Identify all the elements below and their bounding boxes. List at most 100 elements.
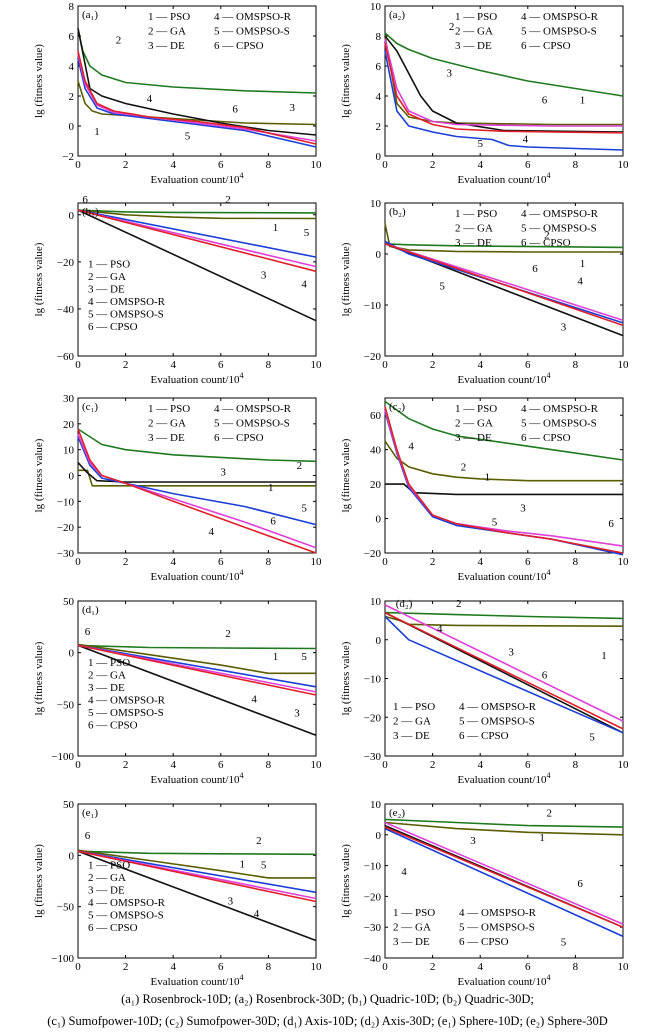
c2-curve-label: 4 (408, 441, 414, 453)
c1-xtick-label: 4 (170, 556, 176, 568)
d2-curve-label: 5 (589, 732, 595, 744)
e2-series-omspso-r (384, 826, 624, 928)
b1-ytick-label: −20 (57, 257, 75, 269)
c1-xtick-label: 8 (266, 556, 272, 568)
b2-panel-tag: (b₂) (389, 206, 406, 218)
d1-series-ga (77, 644, 317, 650)
c1-curve-label: 3 (220, 467, 226, 479)
b1-curve-label: 3 (261, 269, 267, 281)
a2-legend-de: 3 — DE (455, 40, 492, 52)
d1-panel-tag: (d₁) (82, 604, 99, 616)
c2-xtick-label: 2 (430, 556, 436, 568)
c2-panel-tag: (c₂) (389, 401, 405, 413)
d2-series-omspso-s (384, 615, 624, 734)
a1-curve-label: 5 (185, 131, 191, 143)
a1-legend-omspso-r: 4 — OMSPSO-R (214, 11, 292, 23)
c1-legend-cpso: 6 — CPSO (214, 432, 264, 444)
e2-xtick-label: 0 (382, 961, 388, 973)
c1-legend-de: 3 — DE (148, 432, 185, 444)
e2-ytick-label: 0 (376, 830, 382, 842)
b1-y-axis-label: lg (fitness value) (33, 242, 45, 316)
b1-curve-label: 4 (301, 279, 307, 291)
c1-xtick-label: 0 (75, 556, 81, 568)
c2-xtick-label: 4 (477, 556, 483, 568)
a1-curve-label: 4 (147, 93, 153, 105)
d2-legend-cpso: 6 — CPSO (459, 730, 509, 742)
d2-xtick-label: 2 (430, 759, 436, 771)
d2-legend-de: 3 — DE (393, 730, 430, 742)
d1-xtick-label: 6 (218, 759, 224, 771)
d2-legend-omspso-s: 5 — OMSPSO-S (459, 716, 535, 728)
b1-curve-label: 5 (304, 227, 310, 239)
c1-xtick-label: 2 (123, 556, 129, 568)
d1-xtick-label: 0 (75, 759, 81, 771)
c1-series-de (77, 462, 316, 483)
a2-series-omspso-s (384, 50, 624, 151)
c2-legend-pso: 1 — PSO (455, 403, 497, 415)
a1-series-omspso-r (77, 50, 317, 145)
d2-curve-label: 6 (542, 670, 548, 682)
d2-curve-label: 3 (508, 646, 514, 658)
b2-ytick-label: −10 (364, 300, 382, 312)
e1-ytick-label: −50 (57, 902, 75, 914)
e1-ytick-label: 0 (69, 850, 75, 862)
c1-panel-tag: (c₁) (82, 401, 98, 413)
e1-legend-omspso-r: 4 — OMSPSO-R (88, 897, 166, 909)
d2-xtick-label: 8 (573, 759, 579, 771)
a2-xtick-label: 2 (430, 159, 436, 171)
a1-xtick-label: 2 (123, 159, 129, 171)
e2-xtick-label: 4 (477, 961, 483, 973)
d1-xtick-label: 10 (311, 759, 323, 771)
e1-legend-de: 3 — DE (88, 885, 125, 897)
b2-xtick-label: 4 (477, 359, 483, 371)
c1-series-ga (77, 428, 317, 463)
e2-panel-tag: (e₂) (389, 807, 405, 819)
d2-legend-pso: 1 — PSO (393, 701, 435, 713)
c1-xtick-label: 10 (311, 556, 323, 568)
b2-legend-omspso-s: 5 — OMSPSO-S (521, 223, 597, 235)
c1-legend-omspso-s: 5 — OMSPSO-S (214, 418, 290, 430)
b1-legend-de: 3 — DE (88, 283, 125, 295)
a1-y-axis-label: lg (fitness value) (33, 44, 45, 118)
a2-legend-ga: 2 — GA (455, 26, 493, 38)
d1-curve-label: 2 (225, 628, 231, 640)
c1-xtick-label: 6 (218, 556, 224, 568)
c2-xtick-label: 0 (382, 556, 388, 568)
e2-curve-label: 1 (539, 832, 545, 844)
a2-y-axis-label: lg (fitness value) (340, 44, 352, 118)
d1-curve-label: 6 (85, 626, 91, 638)
d1-legend-omspso-r: 4 — OMSPSO-R (88, 695, 166, 707)
b2-curve-label: 2 (544, 230, 550, 242)
d2-curve-label: (d₂) (396, 598, 413, 610)
e1-x-axis-label: Evaluation count/104 (151, 973, 244, 988)
e1-legend-omspso-s: 5 — OMSPSO-S (88, 910, 164, 922)
b1-legend-omspso-s: 5 — OMSPSO-S (88, 308, 164, 320)
d2-curve-label: 4 (437, 623, 443, 635)
b2-ytick-label: 0 (376, 249, 382, 261)
e1-y-axis-label: lg (fitness value) (33, 844, 45, 918)
b1-series-omspso-s (77, 209, 317, 258)
e1-curve-label: 5 (261, 860, 267, 872)
a2-legend-omspso-s: 5 — OMSPSO-S (521, 26, 597, 38)
e1-curve-label: 6 (85, 830, 91, 842)
a2-ytick-label: 8 (376, 31, 382, 43)
b2-legend-de: 3 — DE (455, 237, 492, 249)
e2-curve-label: 2 (546, 807, 552, 819)
d2-xtick-label: 4 (477, 759, 483, 771)
a2-ytick-label: 4 (376, 91, 382, 103)
a1-panel-tag: (a₁) (82, 9, 98, 21)
d2-x-axis-label: Evaluation count/104 (458, 771, 551, 786)
d2-ytick-label: −20 (364, 712, 382, 724)
a1-curve-label: 6 (232, 104, 238, 116)
d2-xtick-label: 6 (525, 759, 531, 771)
b2-xtick-label: 6 (525, 359, 531, 371)
e1-ytick-label: 50 (63, 799, 75, 811)
a1-ytick-label: 0 (69, 121, 75, 133)
caption-line-2: (c₁) Sumofpower-10D; (c₂) Sumofpower-30D… (47, 1014, 608, 1028)
b2-series-omspso-r (384, 243, 624, 327)
b2-ytick-label: 10 (370, 198, 382, 210)
e1-series-de (77, 850, 317, 942)
c2-xtick-label: 10 (618, 556, 630, 568)
